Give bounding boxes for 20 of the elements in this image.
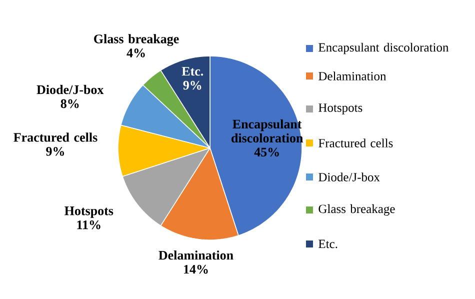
legend-label: Etc. <box>318 240 338 248</box>
legend-label: Diode/J-box <box>318 172 380 182</box>
slice-label: Etc. <box>182 67 204 76</box>
data-label: 4% <box>126 48 145 58</box>
slice-label: Hotspots <box>64 206 114 218</box>
legend-label: Encapsulant discoloration <box>318 42 449 54</box>
data-label: 8% <box>60 99 79 108</box>
data-label: 9% <box>46 146 64 156</box>
legend-label: Hotspots <box>318 104 362 114</box>
slice-label: Fractured cells <box>14 132 98 142</box>
data-label: 45% <box>254 148 279 157</box>
legend-label: Delamination <box>318 72 386 80</box>
data-label: 14% <box>184 264 208 274</box>
slice-label: Diode/J-box <box>36 84 104 94</box>
data-label: 9% <box>183 80 202 90</box>
slice-label: Glass breakage <box>94 34 179 46</box>
legend-label: Fractured cells <box>318 138 393 148</box>
slice-label: Delamination <box>158 250 234 260</box>
legend-label: Glass breakage <box>318 204 395 216</box>
data-label: 11% <box>77 220 100 230</box>
